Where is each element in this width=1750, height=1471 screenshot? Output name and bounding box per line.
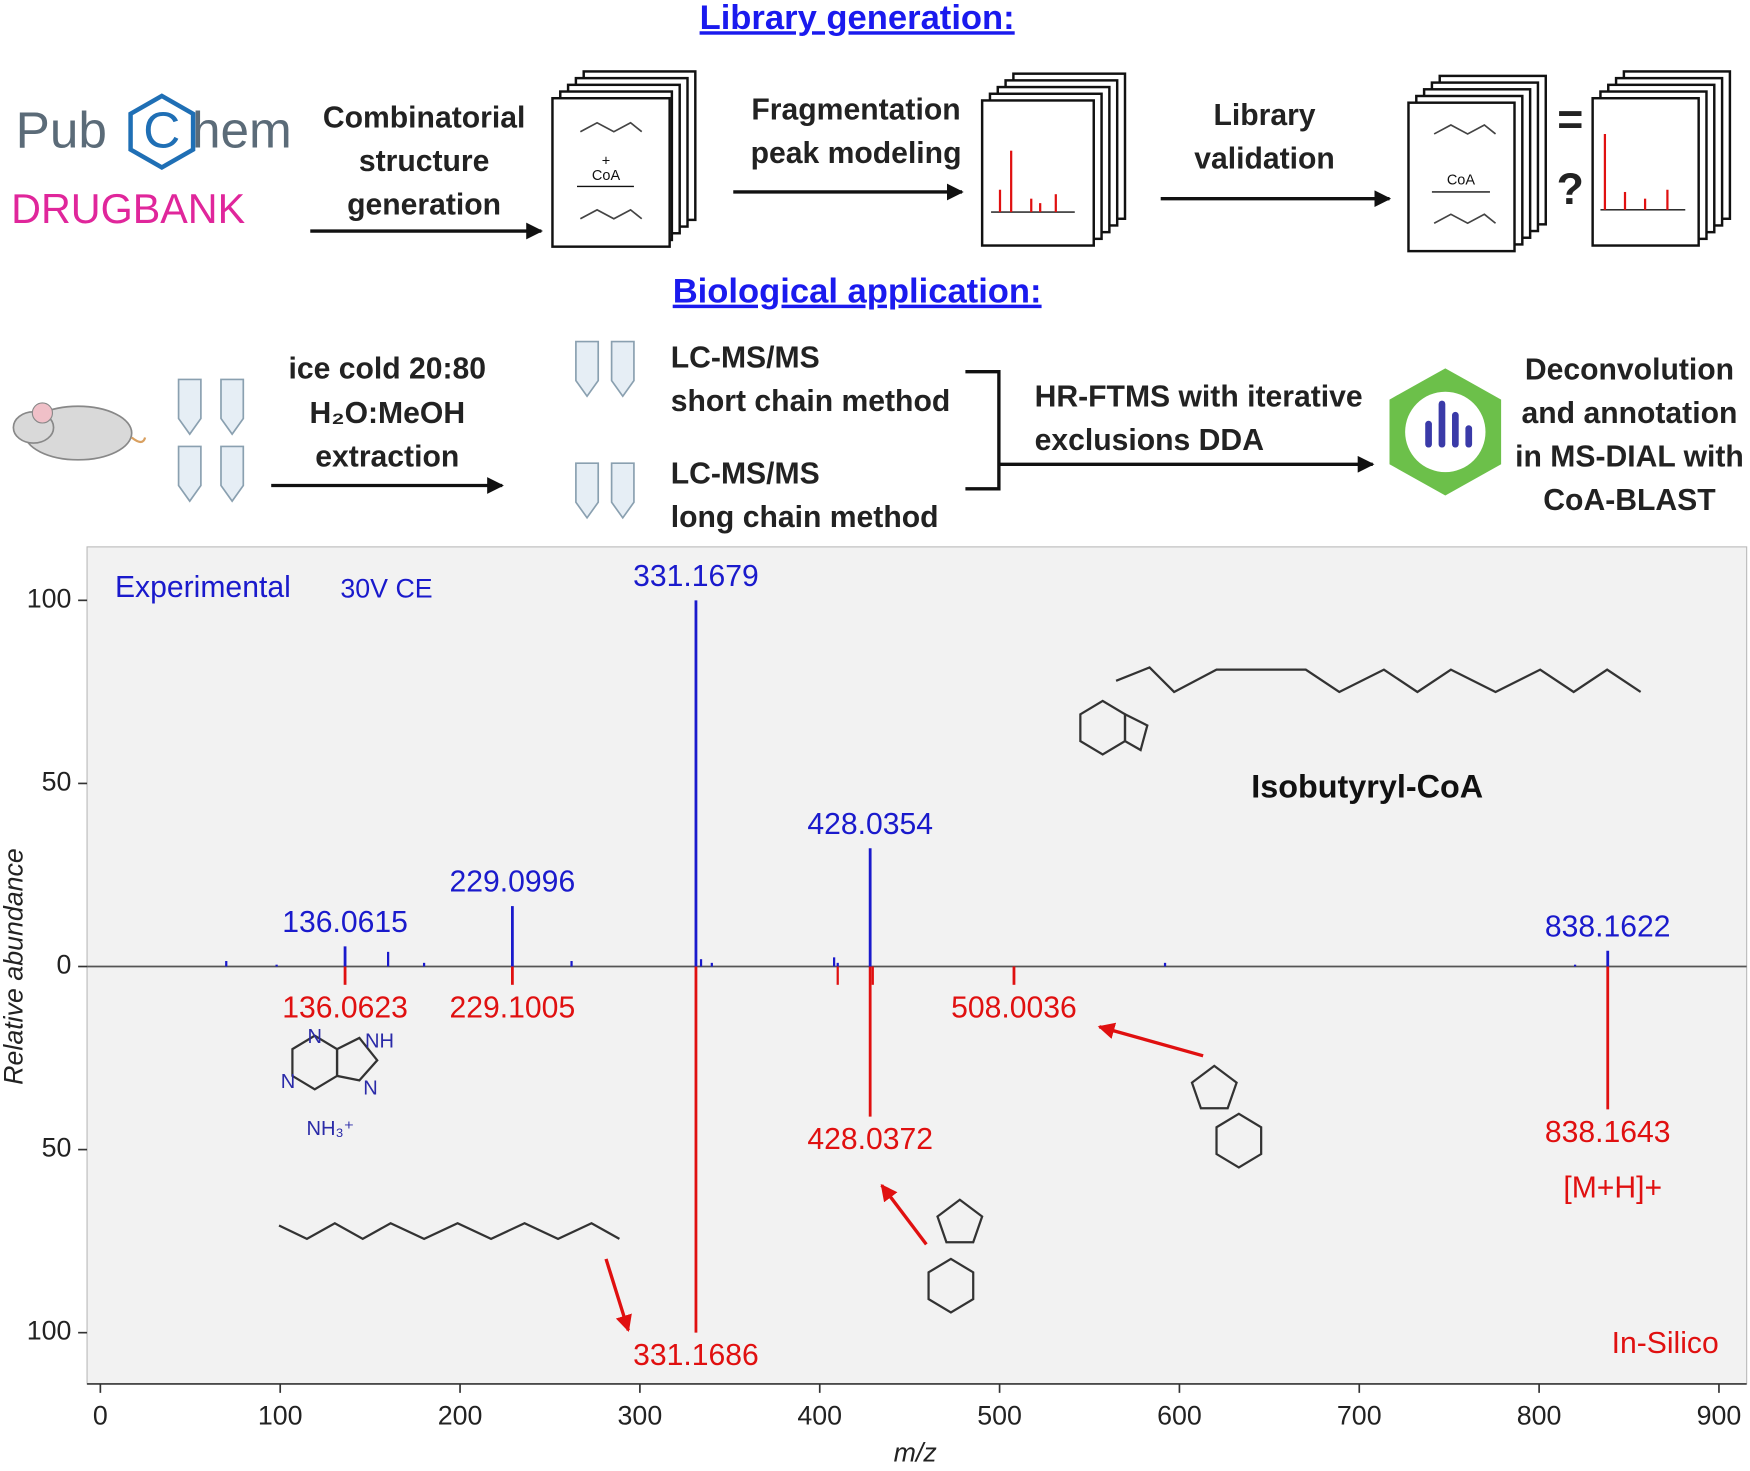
fragment-arrow <box>604 1258 632 1332</box>
x-tick-label: 100 <box>258 1400 303 1430</box>
collision-energy: 30V CE <box>340 573 432 603</box>
step-text: Deconvolution <box>1525 354 1734 387</box>
card-text: CoA <box>1447 173 1476 189</box>
x-tick-label: 300 <box>618 1400 663 1430</box>
peak-label: 331.1686 <box>633 1339 759 1372</box>
section-title: Biological application: <box>673 273 1042 311</box>
card-stack: + CoA <box>551 70 697 248</box>
x-tick-label: 400 <box>797 1400 842 1430</box>
atom-label: NH <box>365 1031 394 1053</box>
peak-label: 428.0372 <box>807 1123 933 1156</box>
step-text: ice cold 20:80 <box>288 352 486 385</box>
atom-label: NH₃⁺ <box>306 1118 354 1140</box>
series-label: In-Silico <box>1612 1327 1719 1360</box>
y-tick-label: 50 <box>42 767 72 797</box>
step-text: H₂O:MeOH <box>309 397 465 430</box>
step-text: LC-MS/MS <box>671 341 820 374</box>
tubes <box>177 340 635 520</box>
spectrum-stack <box>980 72 1127 247</box>
x-tick-label: 600 <box>1157 1400 1202 1430</box>
x-axis-label: m/z <box>894 1437 938 1467</box>
step-text: CoA-BLAST <box>1543 484 1716 517</box>
library-generation: Library generation: Pub C hem DRUGBANK C… <box>11 0 1732 253</box>
mirror-spectrum: Relative abundance m/z Experimental 30V … <box>0 546 1748 1467</box>
plot-area <box>86 546 1748 1385</box>
x-tick-label: 0 <box>93 1400 108 1430</box>
pubchem-logo: Pub <box>16 102 107 159</box>
pubchem-hexagon <box>128 93 196 170</box>
card-stack: CoA <box>1407 74 1547 253</box>
y-tick-label: 50 <box>42 1133 72 1163</box>
fragment-arrow <box>880 1183 928 1246</box>
peak-label: 838.1622 <box>1545 910 1671 943</box>
compare-sign: ? <box>1557 165 1584 214</box>
step-text: peak modeling <box>751 137 962 170</box>
peak-label: 838.1643 <box>1545 1116 1671 1149</box>
compare-sign: = <box>1557 96 1583 145</box>
peak-label: 229.1005 <box>450 991 576 1024</box>
step-text: validation <box>1194 143 1335 176</box>
peak-label: 136.0615 <box>282 906 408 939</box>
y-tick-label: 100 <box>27 1316 72 1346</box>
x-tick-label: 700 <box>1337 1400 1382 1430</box>
step-text: exclusions DDA <box>1035 424 1264 457</box>
ms-dial-icon <box>1389 368 1502 496</box>
step-text: LC-MS/MS <box>671 457 820 490</box>
spectrum-stack <box>1591 70 1732 247</box>
step-text: structure <box>359 145 490 178</box>
fragment-atoms: N NH N N NH₃⁺ <box>281 1026 394 1140</box>
card-text: + <box>602 154 610 170</box>
step-text: Library <box>1213 99 1315 132</box>
series-label: Experimental <box>115 571 291 604</box>
step-text: in MS-DIAL with <box>1515 441 1744 474</box>
x-tick-label: 800 <box>1517 1400 1562 1430</box>
y-axis-label: Relative abundance <box>0 848 29 1085</box>
mouse-icon <box>12 402 147 461</box>
step-text: long chain method <box>671 501 939 534</box>
biological-application: Biological application: ice cold 20:80 H… <box>12 273 1744 534</box>
atom-label: N <box>363 1078 378 1100</box>
bracket <box>965 369 1001 491</box>
step-text: Fragmentation <box>751 94 960 127</box>
compound-name: Isobutyryl-CoA <box>1251 769 1483 805</box>
section-title: Library generation: <box>700 0 1015 37</box>
x-tick-label: 500 <box>977 1400 1022 1430</box>
step-text: Combinatorial <box>323 101 526 134</box>
step-text: and annotation <box>1522 397 1738 430</box>
step-text: extraction <box>315 441 459 474</box>
peak-label: 229.0996 <box>450 866 576 899</box>
pubchem-logo: C <box>143 102 180 159</box>
step-text: HR-FTMS with iterative <box>1035 380 1363 413</box>
y-tick-label: 100 <box>27 583 72 613</box>
pubchem-logo: hem <box>192 102 292 159</box>
x-tick-label: 200 <box>438 1400 483 1430</box>
adduct-label: [M+H]+ <box>1563 1172 1662 1205</box>
peak-label: 428.0354 <box>807 808 933 841</box>
atom-label: N <box>281 1071 296 1093</box>
card-text: CoA <box>592 168 621 184</box>
atom-label: N <box>307 1026 322 1048</box>
step-text: generation <box>347 188 501 221</box>
peak-label: 136.0623 <box>282 991 408 1024</box>
drugbank-logo: DRUGBANK <box>11 186 245 232</box>
x-tick-label: 900 <box>1697 1400 1742 1430</box>
y-tick-label: 0 <box>57 950 72 980</box>
peak-label: 331.1679 <box>633 560 759 593</box>
step-text: short chain method <box>671 385 951 418</box>
fragment-arrow <box>1097 1022 1204 1058</box>
structure <box>278 666 1642 1314</box>
peak-label: 508.0036 <box>951 991 1077 1024</box>
